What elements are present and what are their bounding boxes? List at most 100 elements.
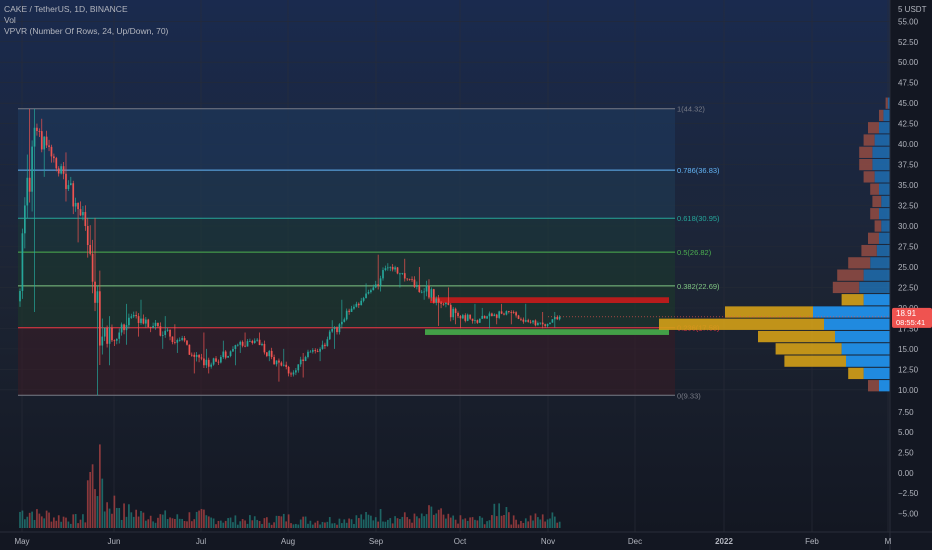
volume-bar-140 (357, 518, 360, 528)
volume-bar-203 (510, 524, 513, 528)
volume-bar-60 (164, 510, 167, 528)
volume-bar-171 (432, 514, 435, 528)
candle-body-32 (96, 291, 99, 303)
vpvr-down-row-15 (872, 195, 882, 208)
symbol-title[interactable]: CAKE / TetherUS, 1D, BINANCE (4, 4, 128, 14)
price-tick-7: 37.50 (898, 161, 919, 170)
volume-bar-93 (244, 520, 246, 528)
candle-body-92 (241, 341, 244, 346)
volume-bar-26 (82, 514, 84, 528)
candle-body-64 (174, 342, 176, 343)
candle-body-61 (166, 329, 169, 331)
currency-label: 5 USDT (898, 5, 927, 14)
volume-bar-152 (386, 519, 389, 528)
candle-body-203 (510, 312, 513, 313)
candle-body-90 (236, 344, 239, 346)
volume-bar-124 (319, 524, 321, 528)
volume-bar-156 (396, 518, 399, 528)
candle-body-23 (74, 202, 77, 207)
volume-bar-92 (241, 519, 244, 528)
candle-body-84 (222, 351, 225, 358)
vpvr-indicator-label[interactable]: VPVR (Number Of Rows, 24, Up/Down, 70) (4, 26, 169, 36)
volume-bar-29 (89, 471, 92, 528)
candle-body-208 (522, 319, 525, 322)
candle-body-112 (290, 373, 292, 375)
candle-body-26 (82, 212, 84, 216)
candle-body-149 (379, 278, 382, 286)
vpvr-up-row-4 (835, 330, 890, 343)
candle-body-172 (435, 298, 438, 303)
volume-bar-1 (21, 510, 24, 528)
time-tick-6: Nov (541, 537, 555, 546)
volume-bar-218 (546, 519, 549, 528)
candle-body-3 (26, 177, 29, 206)
vpvr-up-row-9 (863, 269, 890, 281)
vpvr-up-row-2 (846, 355, 890, 367)
volume-bar-160 (406, 517, 409, 528)
candle-body-126 (324, 344, 326, 347)
volume-bar-112 (290, 523, 292, 528)
candle-body-28 (86, 226, 89, 246)
vpvr-down-row-21 (868, 122, 879, 134)
candle-body-68 (183, 338, 186, 341)
vpvr-up-row-20 (874, 134, 890, 146)
volume-bar-83 (220, 520, 222, 528)
volume-bar-5 (31, 511, 33, 528)
candle-body-22 (72, 183, 75, 207)
volume-bar-200 (503, 514, 505, 528)
candle-body-89 (234, 345, 237, 349)
vpvr-up-row-12 (879, 232, 890, 244)
volume-bar-142 (362, 519, 365, 528)
candle-body-17 (60, 166, 62, 174)
volume-bar-169 (428, 505, 430, 528)
volume-bar-84 (222, 522, 225, 528)
volume-bar-155 (394, 516, 396, 528)
volume-bar-106 (275, 515, 278, 528)
candle-body-148 (377, 284, 380, 286)
candle-body-144 (367, 292, 370, 294)
volume-bar-122 (314, 522, 317, 528)
support-zone (425, 329, 669, 335)
time-tick-1: Jun (108, 537, 121, 546)
volume-bar-4 (28, 512, 31, 528)
candle-body-103 (268, 350, 271, 357)
volume-bar-207 (520, 520, 522, 528)
candle-body-74 (198, 354, 200, 358)
candle-body-42 (120, 324, 123, 333)
volume-bar-147 (374, 517, 377, 528)
candle-body-186 (469, 314, 471, 319)
candle-body-104 (270, 350, 273, 358)
candle-body-37 (108, 327, 111, 344)
volume-bar-73 (195, 511, 198, 528)
candle-body-43 (123, 324, 125, 331)
volume-bar-8 (38, 513, 41, 528)
candle-body-19 (65, 173, 67, 189)
candle-body-182 (459, 316, 462, 319)
volume-bar-37 (108, 508, 111, 528)
candle-body-41 (118, 332, 121, 339)
volume-bar-7 (36, 509, 38, 528)
volume-bar-198 (498, 503, 501, 528)
candle-body-165 (418, 285, 421, 293)
volume-bar-116 (299, 519, 302, 528)
volume-bar-6 (33, 519, 36, 528)
candle-body-191 (481, 315, 484, 319)
candle-body-215 (539, 322, 542, 324)
fib-zone-2 (18, 218, 675, 253)
candle-body-167 (423, 291, 425, 293)
candle-body-116 (299, 359, 302, 365)
candle-body-130 (333, 327, 336, 329)
candle-body-56 (154, 322, 157, 326)
price-tick-16: 15.00 (898, 345, 919, 354)
volume-bar-47 (132, 516, 135, 528)
candle-body-151 (384, 268, 387, 271)
candle-body-157 (399, 273, 401, 275)
volume-indicator-label[interactable]: Vol (4, 15, 16, 25)
volume-bar-118 (304, 516, 307, 528)
volume-bar-82 (217, 520, 220, 528)
volume-bar-153 (389, 518, 392, 528)
price-tick-13: 22.50 (898, 283, 919, 292)
volume-bar-126 (324, 522, 326, 528)
